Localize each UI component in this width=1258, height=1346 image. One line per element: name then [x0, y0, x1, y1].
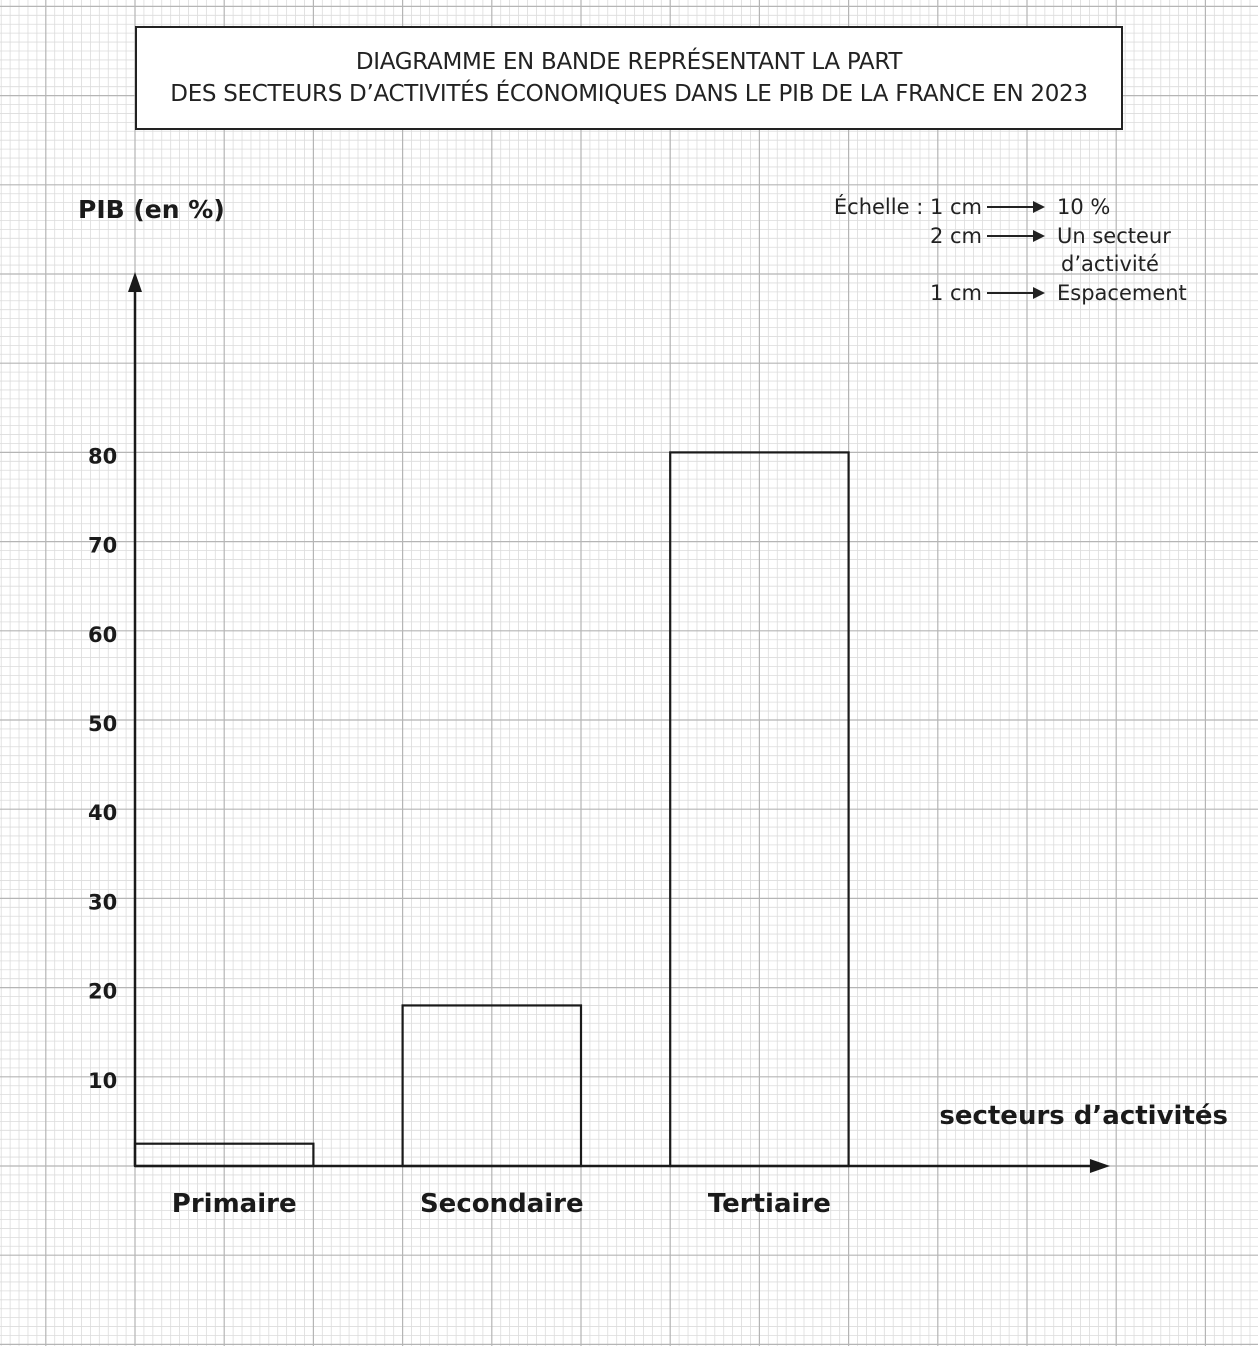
scale-arrow-2	[987, 230, 1045, 242]
y-tick-label-10: 10	[88, 1069, 117, 1093]
bars	[133, 451, 850, 1168]
y-tick-label-80: 80	[88, 444, 117, 468]
bar-secondaire	[401, 1004, 583, 1168]
y-tick-labels: 10 20 30 40 50 60 70 80	[88, 444, 117, 1092]
scale-left-1: Échelle : 1 cm	[833, 195, 982, 219]
x-axis-arrowhead	[1090, 1159, 1110, 1173]
scale-row-4: 1 cm Espacement	[800, 279, 1220, 307]
scale-right-4: Espacement	[1057, 281, 1187, 305]
y-tick-label-20: 20	[88, 980, 117, 1004]
y-tick-label-60: 60	[88, 623, 117, 647]
y-tick-label-30: 30	[88, 890, 117, 914]
scale-right-1: 10 %	[1057, 195, 1111, 219]
scale-legend: Échelle : 1 cm 10 % 2 cm Un secteur d’ac…	[800, 193, 1220, 313]
y-tick-label-70: 70	[88, 534, 117, 558]
category-labels: Primaire Secondaire Tertiaire	[172, 1189, 831, 1219]
bar-primaire	[133, 1142, 315, 1168]
scale-right-3: d’activité	[1061, 252, 1159, 276]
y-tick-label-40: 40	[88, 801, 117, 825]
y-tick-label-50: 50	[88, 712, 117, 736]
scale-row-2: 2 cm Un secteur	[800, 222, 1220, 250]
chart-title-line-1: DIAGRAMME EN BANDE REPRÉSENTANT LA PART	[355, 49, 903, 75]
bar-tertiaire	[669, 451, 850, 1168]
chart-title-box: DIAGRAMME EN BANDE REPRÉSENTANT LA PART …	[135, 26, 1123, 130]
y-axis-arrowhead	[128, 272, 142, 292]
scale-row-3: d’activité	[800, 250, 1220, 278]
scale-arrow-4	[987, 287, 1045, 299]
y-axis-label: PIB (en %)	[78, 195, 225, 224]
axes	[128, 272, 1110, 1173]
category-label-secondaire: Secondaire	[420, 1189, 584, 1219]
scale-right-2: Un secteur	[1057, 224, 1171, 248]
category-label-primaire: Primaire	[172, 1189, 297, 1219]
x-axis-label: secteurs d’activités	[939, 1101, 1228, 1131]
chart-title-line-2: DES SECTEURS D’ACTIVITÉS ÉCONOMIQUES DAN…	[170, 81, 1088, 107]
scale-left-4: 1 cm	[929, 281, 982, 305]
scale-left-2: 2 cm	[929, 224, 982, 248]
category-label-tertiaire: Tertiaire	[708, 1189, 831, 1219]
scale-row-1: Échelle : 1 cm 10 %	[800, 193, 1220, 221]
scale-arrow-1	[987, 201, 1045, 213]
